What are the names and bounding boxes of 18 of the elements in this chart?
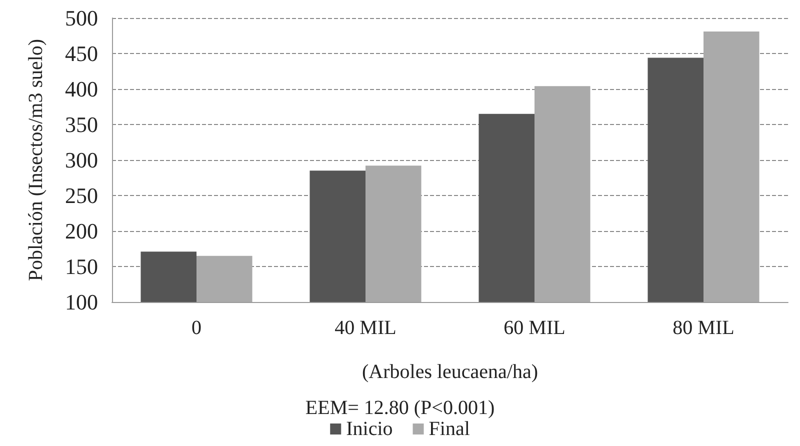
text: EEM= 12.80 (P<0.001) (305, 397, 495, 419)
y-axis-title: Población (Insectos/m3 suelo) (25, 38, 47, 282)
y-tick-label: 500 (65, 6, 98, 30)
y-tick-label: 400 (65, 76, 98, 102)
y-tick-label: 150 (65, 254, 98, 279)
x-tick-label: 80 MIL (672, 317, 734, 339)
legend-label: Inicio (346, 418, 393, 440)
x-tick-label: 60 MIL (504, 317, 566, 339)
y-tick-label: 450 (65, 41, 98, 66)
y-tick-label: 100 (65, 290, 98, 314)
y-tick-label: 350 (65, 112, 98, 137)
y-tick-label: 300 (65, 148, 98, 172)
x-axis-title: (Arboles leucaena/ha) (362, 361, 538, 383)
legend-label: Final (428, 418, 470, 440)
x-tick-label: 0 (192, 317, 202, 339)
y-tick-label: 200 (65, 218, 98, 244)
y-tick-label: 250 (65, 183, 98, 208)
x-tick-label: 40 MIL (334, 317, 396, 339)
